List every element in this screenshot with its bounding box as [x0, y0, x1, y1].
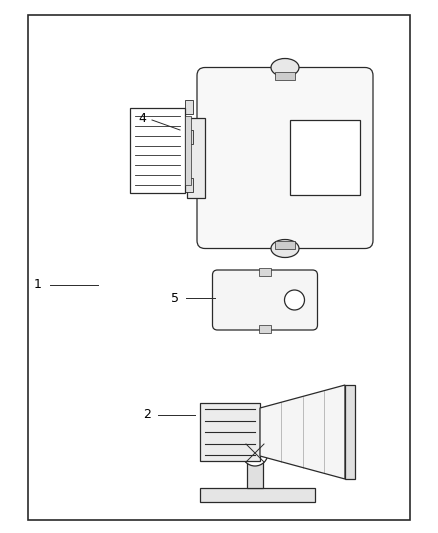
Bar — [275, 71, 295, 79]
Circle shape — [285, 290, 304, 310]
Bar — [200, 403, 260, 461]
Bar — [259, 325, 271, 333]
Bar — [185, 100, 193, 114]
Bar — [28, 15, 410, 520]
Ellipse shape — [271, 239, 299, 257]
Polygon shape — [260, 385, 345, 479]
Bar — [185, 178, 193, 192]
Bar — [290, 120, 360, 195]
Text: 1: 1 — [34, 279, 42, 292]
Ellipse shape — [271, 59, 299, 77]
Bar — [185, 116, 191, 185]
Text: 5: 5 — [171, 292, 179, 304]
Bar — [187, 118, 205, 198]
Circle shape — [242, 440, 268, 466]
Bar — [200, 488, 315, 502]
FancyBboxPatch shape — [212, 270, 318, 330]
FancyBboxPatch shape — [197, 68, 373, 248]
Text: 4: 4 — [138, 111, 146, 125]
Bar — [345, 385, 355, 479]
Bar — [275, 240, 295, 248]
Bar — [259, 268, 271, 276]
Bar — [247, 458, 263, 488]
Text: 2: 2 — [143, 408, 151, 422]
Bar — [185, 130, 193, 144]
Bar — [130, 108, 185, 193]
